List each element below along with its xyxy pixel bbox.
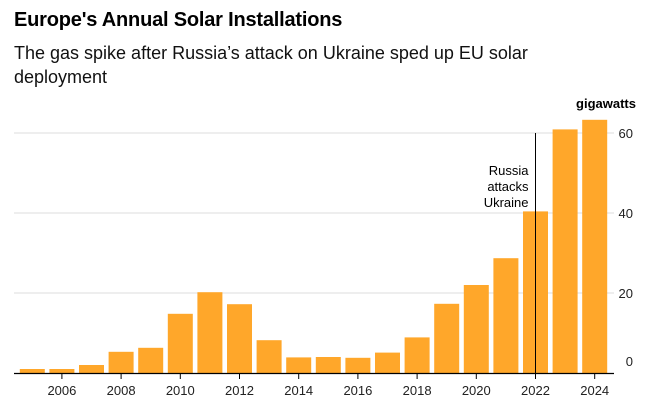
bar-2023 xyxy=(552,129,578,373)
x-tick-label-2010: 2010 xyxy=(166,383,195,398)
x-tick-label-2012: 2012 xyxy=(225,383,254,398)
x-tick-label-2020: 2020 xyxy=(462,383,491,398)
bar-2006 xyxy=(49,369,75,373)
bar-2016 xyxy=(345,357,371,373)
bar-2021 xyxy=(493,258,519,373)
bar-2007 xyxy=(79,365,104,373)
bar-2013 xyxy=(256,340,282,373)
bar-2012 xyxy=(227,304,252,373)
y-tick-label-40: 40 xyxy=(619,206,633,221)
y-unit-label: gigawatts xyxy=(576,96,636,111)
annotation-text-line-3: Ukraine xyxy=(484,195,529,210)
annotation-text-line-1: Russia xyxy=(489,163,530,178)
bar-2015 xyxy=(315,357,341,373)
bar-2020 xyxy=(463,285,489,373)
bar-2010 xyxy=(167,313,193,373)
chart-subtitle: The gas spike after Russia’s attack on U… xyxy=(14,43,528,87)
bar-2017 xyxy=(375,352,400,373)
x-tick-label-2014: 2014 xyxy=(284,383,313,398)
bar-2024 xyxy=(582,119,608,373)
x-tick-label-2022: 2022 xyxy=(521,383,550,398)
y-tick-label-60: 60 xyxy=(619,126,633,141)
bar-2005 xyxy=(19,369,45,373)
chart-title: Europe's Annual Solar Installations xyxy=(14,9,343,31)
x-tick-label-2024: 2024 xyxy=(580,383,609,398)
bar-2014 xyxy=(286,357,312,373)
y-tick-label-0: 0 xyxy=(626,354,633,369)
x-tick-label-2018: 2018 xyxy=(403,383,432,398)
x-tick-label-2016: 2016 xyxy=(343,383,372,398)
bar-2011 xyxy=(197,292,223,373)
bar-2018 xyxy=(404,337,430,373)
x-tick-label-2008: 2008 xyxy=(107,383,136,398)
bar-2009 xyxy=(138,347,164,373)
y-tick-label-20: 20 xyxy=(619,286,633,301)
bar-2008 xyxy=(108,351,134,373)
x-tick-label-2006: 2006 xyxy=(47,383,76,398)
bar-2019 xyxy=(434,303,460,373)
annotation-text-line-2: attacks xyxy=(487,179,529,194)
